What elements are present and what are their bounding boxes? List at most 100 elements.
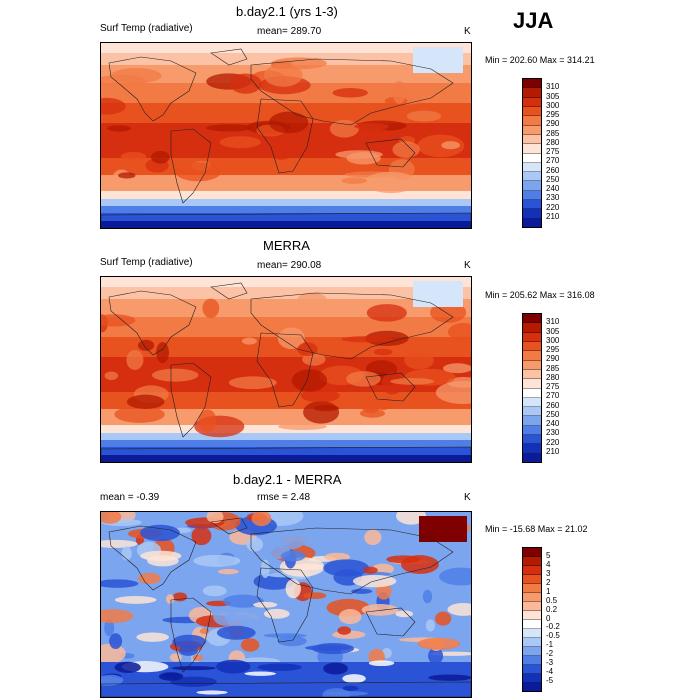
colorbar-tick-label: 275 [546, 382, 560, 391]
colorbar-tick-label: 300 [546, 335, 560, 345]
colorbar-tick-label: 280 [546, 372, 560, 382]
colorbar-tick-label: 230 [546, 193, 560, 203]
colorbar-tick-label: -0.2 [546, 622, 560, 632]
colorbar-box [523, 584, 541, 593]
colorbar-tick-label: 0.2 [546, 604, 558, 614]
panel-2-map [100, 276, 472, 463]
map-field [101, 512, 471, 697]
colorbar-tick-label: 290 [546, 119, 560, 129]
colorbar-tick-label: -2 [546, 649, 554, 659]
colorbar-tick-label: -5 [546, 676, 554, 686]
colorbar-box [523, 360, 541, 370]
colorbar-box [523, 218, 541, 227]
map-field [101, 43, 471, 228]
colorbar-box [523, 116, 541, 126]
colorbar-box [523, 407, 541, 417]
colorbar-box [523, 453, 541, 462]
colorbar-box [523, 190, 541, 201]
colorbar-tick-label: 305 [546, 326, 560, 336]
colorbar-box [523, 611, 541, 620]
colorbar-box [523, 341, 541, 352]
panel-1-units: K [464, 26, 471, 37]
colorbar-tick-label: 1 [546, 586, 551, 596]
colorbar-tick-label: 240 [546, 419, 560, 428]
colorbar-box [523, 602, 541, 611]
panel-3-minmax: Min = -15.68 Max = 21.02 [485, 524, 588, 534]
colorbar-tick-label: 295 [546, 345, 560, 354]
colorbar-box [523, 557, 541, 566]
panel-1-minmax: Min = 202.60 Max = 314.21 [485, 55, 595, 65]
colorbar-box [523, 144, 541, 154]
colorbar-box [523, 629, 541, 638]
colorbar-tick-label: 4 [546, 559, 551, 569]
colorbar-box [523, 620, 541, 629]
panel-3-mean-label: mean = -0.39 [100, 492, 160, 503]
colorbar-box [523, 369, 541, 380]
colorbar-tick-label: 305 [546, 91, 560, 101]
colorbar-tick-label: 260 [546, 400, 560, 410]
colorbar-box [523, 351, 541, 361]
panel-1-variable-label: Surf Temp (radiative) [100, 23, 193, 34]
colorbar-tick-label: 5 [546, 550, 551, 560]
colorbar-tick-label: 285 [546, 128, 560, 138]
colorbar-box [523, 388, 541, 398]
colorbar-tick-label: 310 [546, 317, 560, 327]
colorbar-box [523, 88, 541, 98]
colorbar-box [523, 665, 541, 674]
colorbar-box [523, 435, 541, 445]
panel-1-title: b.day2.1 (yrs 1-3) [236, 4, 338, 19]
map-field [101, 277, 471, 462]
panel-2-colorbar-ticks: 310 305 300 295 290 285 280 275 270 260 250 240 230 2… [546, 313, 586, 461]
colorbar-box [523, 125, 541, 135]
colorbar-tick-label: 0.5 [546, 595, 558, 605]
colorbar-tick-label: 210 [546, 211, 560, 221]
colorbar-tick-label: 290 [546, 354, 560, 364]
panel-1-colorbar [522, 78, 542, 228]
colorbar-tick-label: -4 [546, 667, 554, 677]
colorbar-tick-label: 295 [546, 110, 560, 119]
colorbar-tick-label: 260 [546, 165, 560, 175]
colorbar-box [523, 323, 541, 333]
colorbar-tick-label: 275 [546, 147, 560, 156]
panel-1-map [100, 42, 472, 229]
panel-3-colorbar-ticks: 5 4 3 2 1 0.5 0.2 0 -0.2 -0.5 -1 -2 -3 -4 -5 [546, 547, 586, 690]
colorbar-tick-label: 270 [546, 391, 560, 401]
colorbar-box [523, 593, 541, 602]
colorbar-box [523, 674, 541, 683]
colorbar-tick-label: 280 [546, 137, 560, 147]
panel-3-units: K [464, 492, 471, 503]
colorbar-box [523, 134, 541, 145]
panel-2-mean-label: mean= 290.08 [257, 260, 322, 271]
colorbar-box [523, 638, 541, 647]
colorbar-tick-label: 2 [546, 577, 551, 587]
colorbar-box [523, 97, 541, 107]
colorbar-box [523, 153, 541, 163]
colorbar-tick-label: 250 [546, 174, 560, 184]
colorbar-box [523, 683, 541, 691]
colorbar-box [523, 425, 541, 436]
panel-2-minmax: Min = 205.62 Max = 316.08 [485, 290, 595, 300]
colorbar-box [523, 79, 541, 89]
colorbar-box [523, 575, 541, 584]
panel-3-title: b.day2.1 - MERRA [233, 472, 342, 487]
panel-1-colorbar-ticks: 310 305 300 295 290 285 280 275 270 260 250 240 230 2… [546, 78, 586, 226]
colorbar-box [523, 548, 541, 557]
colorbar-box [523, 397, 541, 408]
colorbar-box [523, 566, 541, 575]
colorbar-tick-label: 240 [546, 184, 560, 193]
colorbar-tick-label: -1 [546, 640, 554, 650]
colorbar-tick-label: 3 [546, 568, 551, 578]
panel-3-map [100, 511, 472, 698]
colorbar-tick-label: 230 [546, 428, 560, 438]
colorbar-tick-label: 300 [546, 100, 560, 110]
colorbar-box [523, 162, 541, 173]
panel-2-title: MERRA [263, 238, 310, 253]
panel-2-units: K [464, 260, 471, 271]
colorbar-box [523, 106, 541, 117]
colorbar-box [523, 200, 541, 210]
panel-2-colorbar [522, 313, 542, 463]
colorbar-box [523, 314, 541, 324]
colorbar-tick-label: -0.5 [546, 631, 560, 641]
colorbar-box [523, 172, 541, 182]
colorbar-tick-label: 0 [546, 613, 551, 623]
